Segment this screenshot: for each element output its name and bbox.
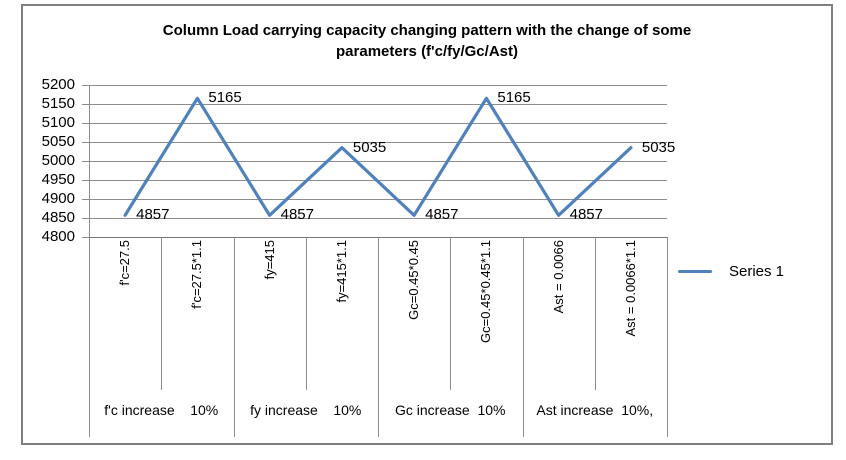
category-label: Gc=0.45*0.45 bbox=[406, 240, 422, 320]
y-axis-tick-label: 4850 bbox=[41, 209, 75, 226]
y-axis-line bbox=[89, 85, 90, 437]
category-label: f'c=27.5 bbox=[117, 240, 133, 286]
category-group-label: Gc increase 10% bbox=[395, 402, 506, 418]
category-separator-line bbox=[450, 237, 452, 390]
y-axis-tick-mark bbox=[82, 199, 89, 200]
category-group-label: Ast increase 10%, bbox=[536, 402, 654, 418]
data-point-label: 4857 bbox=[425, 206, 459, 224]
gridline bbox=[89, 85, 667, 86]
y-axis-tick-mark bbox=[82, 237, 89, 238]
y-axis-tick-label: 4900 bbox=[41, 190, 75, 207]
legend-line-marker bbox=[678, 270, 712, 273]
category-label: Gc=0.45*0.45*1.1 bbox=[478, 240, 494, 343]
gridline bbox=[89, 199, 667, 200]
category-label: fy=415*1.1 bbox=[333, 240, 349, 303]
y-axis-tick-label: 5200 bbox=[41, 76, 75, 93]
legend[interactable]: Series 1 bbox=[678, 263, 784, 280]
data-point-label: 4857 bbox=[280, 206, 314, 224]
chart-title-line2: parameters (f'c/fy/Gc/Ast) bbox=[336, 43, 518, 60]
data-point-label: 5165 bbox=[208, 89, 242, 107]
chart-frame bbox=[21, 4, 833, 445]
category-label: Ast = 0.0066 bbox=[550, 240, 566, 314]
data-point-label: 5035 bbox=[352, 138, 387, 156]
y-axis-tick-mark bbox=[82, 218, 89, 219]
y-axis-tick-mark bbox=[82, 104, 89, 105]
data-point-label: 5165 bbox=[497, 89, 531, 107]
category-label: Ast = 0.0066*1.1 bbox=[622, 240, 638, 337]
category-separator-line bbox=[161, 237, 163, 390]
y-axis-tick-mark bbox=[82, 142, 89, 143]
y-axis-tick-label: 4800 bbox=[41, 228, 75, 245]
category-label: f'c=27.5*1.1 bbox=[189, 240, 205, 309]
gridline bbox=[89, 104, 667, 105]
gridline bbox=[89, 218, 667, 219]
data-point-label: 4857 bbox=[136, 206, 170, 224]
series-line[interactable] bbox=[123, 96, 633, 217]
data-point-label: 4857 bbox=[569, 206, 603, 224]
chart-title[interactable]: Column Load carrying capacity changing p… bbox=[21, 20, 833, 62]
category-group-label: fy increase 10% bbox=[250, 402, 362, 418]
group-separator-line bbox=[378, 237, 379, 437]
y-axis-tick-label: 5150 bbox=[41, 95, 75, 112]
legend-label: Series 1 bbox=[729, 263, 785, 280]
group-separator-line bbox=[667, 237, 668, 437]
gridline bbox=[89, 161, 667, 162]
category-separator-line bbox=[594, 237, 596, 390]
category-separator-line bbox=[305, 237, 307, 390]
gridline bbox=[89, 142, 667, 143]
y-axis-tick-label: 4950 bbox=[41, 171, 75, 188]
gridline bbox=[89, 123, 667, 124]
y-axis-tick-mark bbox=[82, 123, 89, 124]
category-label: fy=415 bbox=[261, 240, 277, 280]
chart-title-line1: Column Load carrying capacity changing p… bbox=[162, 22, 692, 39]
category-group-label: f'c increase 10% bbox=[104, 402, 219, 418]
y-axis-tick-label: 5000 bbox=[41, 152, 75, 169]
group-separator-line bbox=[522, 237, 524, 437]
y-axis-tick-label: 5050 bbox=[41, 133, 75, 150]
y-axis-tick-label: 5100 bbox=[41, 114, 75, 131]
y-axis-tick-mark bbox=[82, 85, 89, 86]
group-separator-line bbox=[233, 237, 235, 437]
y-axis-tick-mark bbox=[82, 180, 89, 181]
y-axis-tick-mark bbox=[82, 161, 89, 162]
data-point-label: 5035 bbox=[641, 138, 676, 156]
